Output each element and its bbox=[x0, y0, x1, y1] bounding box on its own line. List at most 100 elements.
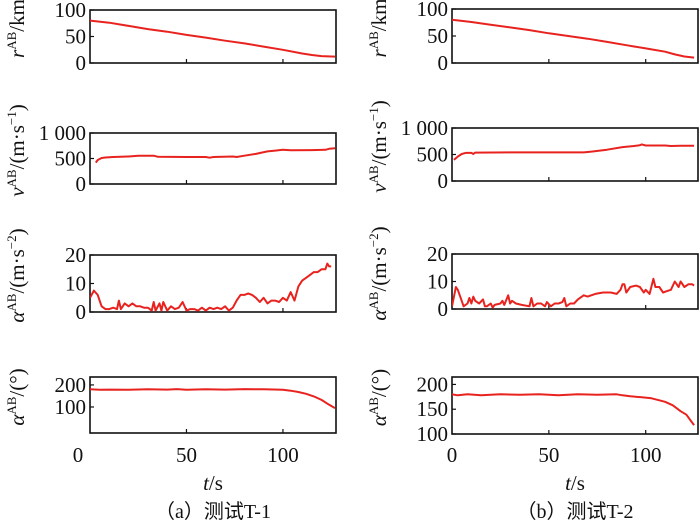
y-tick-label: 0 bbox=[438, 297, 449, 321]
y-label-exp: −1 bbox=[366, 107, 381, 121]
x-tick-label: 50 bbox=[176, 443, 197, 467]
y-tick-label: 20 bbox=[65, 243, 86, 267]
axes-frame bbox=[89, 254, 337, 313]
axes-frame bbox=[451, 376, 699, 435]
y-tick-label: 200 bbox=[417, 372, 449, 396]
series-line bbox=[452, 277, 695, 309]
subplot-a-1: 050 100 rAB/km bbox=[4, 0, 337, 75]
y-label-exp: −1 bbox=[4, 111, 19, 125]
y-label-close: ) bbox=[5, 228, 29, 235]
y-axis-label: vAB/(m·s−1) bbox=[366, 100, 391, 193]
y-tick-label: 50 bbox=[65, 25, 86, 49]
subplot-b-1: 0 50 100 rAB/km bbox=[366, 0, 699, 75]
y-label-var: α bbox=[5, 311, 29, 323]
y-label-close: ) bbox=[367, 226, 391, 233]
y-tick-label: 200 bbox=[55, 373, 87, 397]
y-label-sup: AB bbox=[4, 169, 19, 187]
y-label-exp: −2 bbox=[4, 235, 19, 249]
y-tick-label: 0 bbox=[76, 172, 87, 196]
x-tick-label: 50 bbox=[538, 443, 559, 467]
y-tick-label: 0 bbox=[438, 51, 449, 75]
y-label-var: α bbox=[367, 309, 391, 321]
x-tick-label: 0 bbox=[447, 443, 458, 467]
series-line bbox=[453, 143, 695, 161]
axes-frame bbox=[89, 9, 337, 64]
y-axis-label: αAB/(m·s−2) bbox=[4, 228, 29, 322]
y-axis-label: αAB/(°) bbox=[4, 368, 29, 425]
x-label-var: t bbox=[203, 471, 210, 495]
y-label-unit: /(m·s bbox=[367, 121, 391, 165]
series-line bbox=[94, 147, 336, 164]
y-tick-label: 50 bbox=[427, 24, 448, 48]
y-tick-label: 0 bbox=[438, 169, 449, 193]
y-axis-label: vAB/(m·s−1) bbox=[4, 104, 29, 197]
panel-caption: （a）测试T-1 bbox=[155, 500, 271, 523]
y-label-var: α bbox=[5, 414, 29, 426]
axes-frame bbox=[451, 127, 699, 182]
y-tick-label: 1 000 bbox=[401, 116, 448, 140]
y-axis-label: αAB/(m·s−2) bbox=[366, 226, 391, 320]
y-tick-label: 20 bbox=[427, 242, 448, 266]
y-label-var: α bbox=[367, 414, 391, 426]
series-line bbox=[90, 19, 336, 58]
x-axis-label: t/s bbox=[203, 471, 223, 495]
x-label-var: t bbox=[565, 471, 572, 495]
y-label-close: ) bbox=[5, 104, 29, 111]
x-label-unit: /s bbox=[209, 471, 223, 495]
y-tick-label: 1 000 bbox=[39, 121, 86, 145]
y-tick-label: 100 bbox=[55, 395, 87, 419]
series-line bbox=[90, 388, 336, 409]
y-label-sup: AB bbox=[366, 165, 381, 183]
y-label-unit: /(°) bbox=[5, 368, 29, 396]
y-tick-label: 10 bbox=[427, 270, 448, 294]
x-tick-label: 100 bbox=[630, 443, 662, 467]
series-line bbox=[452, 393, 695, 426]
y-tick-label: 0 bbox=[76, 51, 87, 75]
y-label-var: v bbox=[5, 187, 29, 197]
series-line bbox=[452, 18, 695, 59]
subplot-a-3: 0 10 20 αAB/(m·s−2) bbox=[4, 228, 337, 324]
y-label-var: r bbox=[5, 49, 29, 58]
y-label-unit: /(m·s bbox=[367, 247, 391, 291]
y-label-exp: −2 bbox=[366, 233, 381, 247]
y-tick-label: 100 bbox=[417, 422, 449, 446]
y-axis-label: αAB/(°) bbox=[366, 369, 391, 426]
y-tick-label: 500 bbox=[55, 147, 87, 171]
axes-frame bbox=[89, 132, 337, 185]
y-label-var: r bbox=[367, 48, 391, 57]
panel-caption: （b）测试T-2 bbox=[516, 500, 633, 523]
y-label-sup: AB bbox=[366, 31, 381, 49]
y-label-unit: /(m·s bbox=[5, 249, 29, 293]
y-label-sup: AB bbox=[4, 293, 19, 311]
series-line bbox=[90, 262, 332, 312]
y-label-sup: AB bbox=[4, 396, 19, 414]
y-label-unit: /(m·s bbox=[5, 125, 29, 169]
y-label-unit: /km bbox=[367, 0, 391, 31]
axes-frame bbox=[451, 253, 699, 310]
y-label-sup: AB bbox=[366, 291, 381, 309]
y-label-var: v bbox=[367, 183, 391, 193]
x-tick-label: 0 bbox=[73, 443, 84, 467]
x-tick-label: 100 bbox=[267, 443, 299, 467]
y-tick-label: 100 bbox=[417, 0, 449, 21]
subplot-b-3: 0 10 20 αAB/(m·s−2) bbox=[366, 226, 699, 321]
x-label-unit: /s bbox=[571, 471, 585, 495]
y-label-sup: AB bbox=[366, 397, 381, 415]
y-label-unit: /(°) bbox=[367, 369, 391, 397]
y-label-sup: AB bbox=[4, 31, 19, 49]
axes-frame bbox=[89, 376, 337, 434]
y-tick-label: 0 bbox=[76, 300, 87, 324]
x-axis-label: t/s bbox=[565, 471, 585, 495]
y-tick-label: 150 bbox=[417, 397, 449, 421]
y-tick-label: 100 bbox=[55, 0, 87, 22]
y-tick-label: 10 bbox=[65, 272, 86, 296]
y-label-unit: /km bbox=[5, 0, 29, 32]
y-axis-label: rAB/km bbox=[366, 0, 391, 57]
